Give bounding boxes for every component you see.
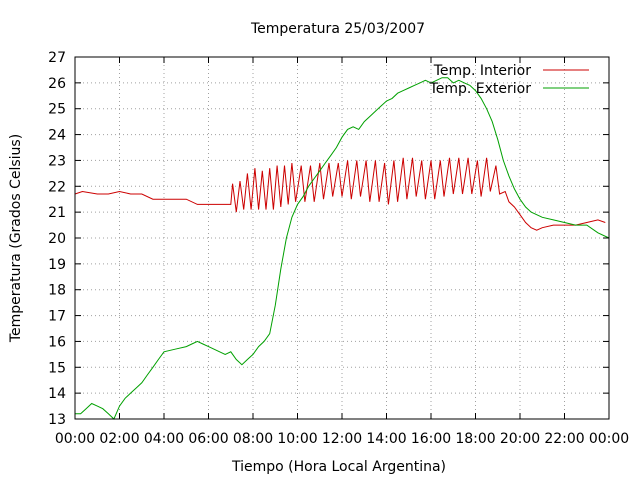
legend-label: Temp. Exterior	[429, 81, 532, 97]
chart-title: Temperatura 25/03/2007	[250, 21, 425, 37]
x-tick-label: 10:00	[277, 431, 317, 447]
y-tick-label: 20	[48, 231, 66, 247]
y-tick-label: 24	[48, 128, 66, 144]
y-tick-label: 13	[48, 412, 66, 428]
y-tick-label: 15	[48, 360, 66, 376]
y-tick-label: 25	[48, 102, 66, 118]
x-tick-label: 02:00	[99, 431, 139, 447]
x-tick-label: 00:00	[589, 431, 629, 447]
y-axis-label: Temperatura (Grados Celsius)	[8, 134, 24, 343]
y-tick-label: 18	[48, 283, 66, 299]
y-tick-label: 16	[48, 334, 66, 350]
series-line-temp-interior	[74, 157, 606, 231]
x-tick-label: 18:00	[455, 431, 495, 447]
x-tick-label: 22:00	[544, 431, 584, 447]
x-tick-label: 08:00	[233, 431, 273, 447]
y-tick-label: 22	[48, 179, 66, 195]
y-tick-label: 23	[48, 153, 66, 169]
x-tick-label: 04:00	[144, 431, 184, 447]
x-tick-label: 00:00	[55, 431, 95, 447]
legend: Temp. Interior Temp. Exterior	[429, 63, 589, 97]
x-tick-label: 12:00	[322, 431, 362, 447]
y-tick-label: 19	[48, 257, 66, 273]
y-tick-label: 26	[48, 76, 66, 92]
legend-label: Temp. Interior	[433, 63, 532, 79]
y-tick-label: 17	[48, 309, 66, 325]
x-tick-label: 20:00	[500, 431, 540, 447]
series-line-temp-exterior	[75, 77, 610, 420]
y-tick-label: 14	[48, 386, 66, 402]
x-axis-label: Tiempo (Hora Local Argentina)	[231, 459, 446, 475]
series-layer	[74, 77, 610, 420]
y-tick-label: 21	[48, 205, 66, 221]
x-tick-label: 14:00	[366, 431, 406, 447]
grid	[75, 57, 609, 419]
y-tick-label: 27	[48, 50, 66, 66]
x-tick-label: 16:00	[411, 431, 451, 447]
x-tick-label: 06:00	[188, 431, 228, 447]
